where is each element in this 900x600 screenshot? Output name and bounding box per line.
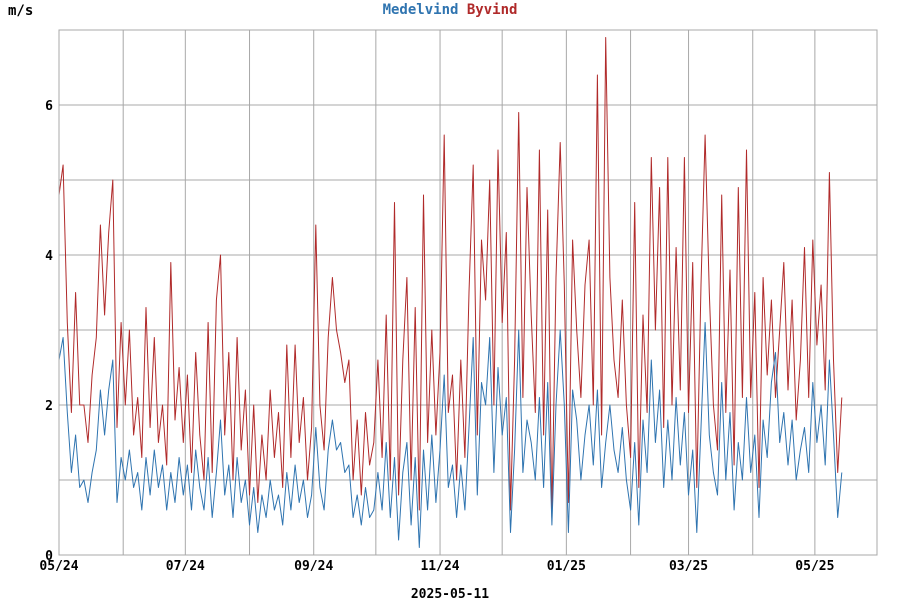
x-tick-label: 11/24 [420, 559, 459, 574]
x-tick-label: 01/25 [547, 559, 586, 574]
grid-lines [58, 29, 877, 556]
x-tick-label: 03/25 [669, 559, 708, 574]
x-tick-label: 09/24 [294, 559, 333, 574]
x-tick-label: 05/25 [795, 559, 834, 574]
y-tick-label: 4 [45, 249, 53, 264]
x-tick-labels: 05/24 07/24 09/24 11/24 01/25 03/25 05/25 [39, 559, 834, 574]
y-tick-labels: 0 2 4 6 [45, 99, 53, 564]
series-line-medelvind [58, 322, 843, 548]
x-axis-date-label: 2025-05-11 [411, 587, 489, 600]
series-lines [58, 37, 843, 548]
legend-entry-medelvind: Medelvind [383, 2, 459, 18]
y-tick-label: 0 [45, 549, 53, 564]
x-tick-label: 05/24 [39, 559, 78, 574]
x-tick-label: 07/24 [166, 559, 205, 574]
plot-frame [58, 29, 878, 556]
y-tick-label: 2 [45, 399, 53, 414]
y-axis-unit-label: m/s [8, 3, 33, 19]
series-line-byvind [58, 37, 843, 518]
y-tick-label: 6 [45, 99, 53, 114]
legend-entry-byvind: Byvind [467, 2, 518, 18]
chart-legend: Medelvind Byvind [383, 2, 518, 18]
